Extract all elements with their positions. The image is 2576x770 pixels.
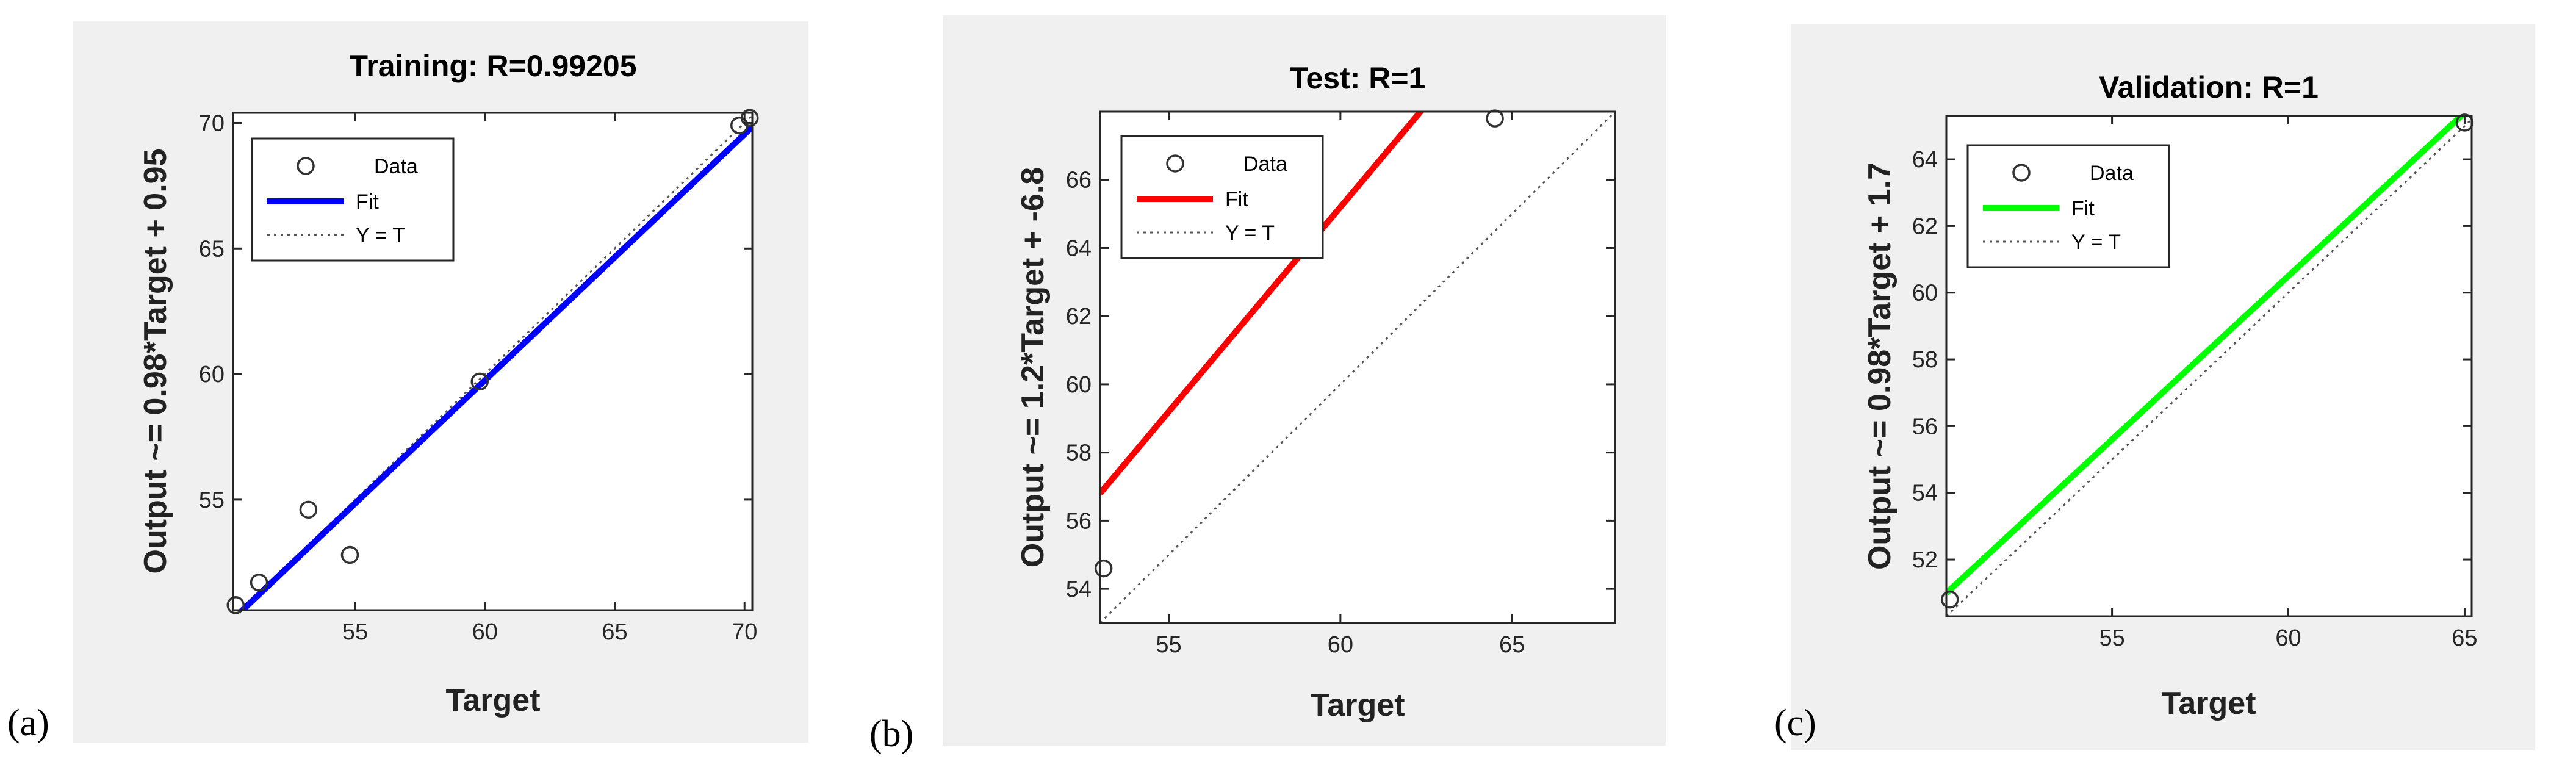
x-tick-label: 55	[342, 619, 368, 645]
test-chart: 55 60 65 54 56 58 60 62 64 66 Test: R=1 Target Outpu…	[1015, 61, 1616, 723]
x-tick-label: 65	[1499, 632, 1525, 658]
panel-label-a: (a)	[7, 702, 49, 744]
x-tick-label: 60	[2275, 625, 2301, 651]
y-tick-label: 58	[1066, 441, 1092, 466]
y-tick-label: 60	[1066, 372, 1092, 398]
legend: Data Fit Y = T	[251, 137, 455, 262]
fit-line	[238, 124, 752, 610]
legend-yt-label: Y = T	[1225, 221, 1275, 245]
training-chart: 55 60 65 70 55 60 65 70 Training: R=0.99205 Targe…	[138, 49, 759, 718]
legend-yt-label: Y = T	[356, 224, 405, 247]
y-tick-label: 62	[1912, 214, 1938, 239]
y-tick-label: 65	[199, 236, 225, 262]
data-point	[1941, 590, 1959, 609]
y-tick-label: 52	[1912, 547, 1938, 573]
legend: Data Fit Y = T	[1120, 135, 1324, 259]
data-point	[1094, 559, 1113, 578]
y-tick-label: 66	[1066, 168, 1092, 193]
chart-title: Validation: R=1	[2099, 70, 2319, 104]
x-tick-label: 60	[1328, 632, 1353, 658]
x-tick-label: 65	[2452, 625, 2477, 651]
plot-layer	[1100, 112, 1615, 623]
x-tick-label: 70	[732, 619, 757, 645]
x-tick-label: 55	[1156, 632, 1181, 658]
legend-data-label: Data	[374, 155, 418, 178]
fit-line	[1100, 112, 1425, 495]
axes-box	[232, 112, 754, 611]
data-point	[470, 372, 489, 391]
legend-data-marker	[297, 157, 315, 175]
chart-title: Training: R=0.99205	[349, 49, 636, 83]
axes-box	[1945, 115, 2473, 617]
legend-data-label: Data	[2090, 162, 2134, 185]
validation-chart: 55 60 65 52 54 56 58 60 62 64 Validation: R=1 Targe…	[1862, 70, 2478, 721]
data-point	[1486, 109, 1504, 128]
test-panel: 55 60 65 54 56 58 60 62 64 66 Test: R=1 Target Outpu…	[943, 15, 1666, 746]
x-tick-label: 65	[602, 619, 627, 645]
y-tick-label: 55	[199, 488, 225, 513]
plot-layer	[238, 115, 752, 610]
legend-data-marker	[2012, 164, 2031, 182]
y-tick-label: 58	[1912, 347, 1938, 373]
x-axis-label: Target	[445, 683, 540, 718]
legend-fit-label: Fit	[356, 190, 379, 214]
y-tick-label: 54	[1912, 481, 1938, 506]
identity-line	[1100, 112, 1615, 623]
y-axis-label: Output ~= 0.98*Target + 0.95	[138, 149, 173, 574]
y-tick-label: 64	[1066, 236, 1092, 261]
data-point	[299, 500, 318, 519]
y-tick-label: 62	[1066, 304, 1092, 329]
legend-fit-label: Fit	[2071, 197, 2095, 220]
y-tick-label: 64	[1912, 147, 1938, 173]
y-tick-label: 60	[199, 362, 225, 387]
x-tick-label: 60	[472, 619, 498, 645]
y-axis-label: Output ~= 0.98*Target + 1.7	[1862, 162, 1898, 570]
y-tick-label: 56	[1066, 508, 1092, 534]
training-panel: 55 60 65 70 55 60 65 70 Training: R=0.99205 Targe…	[73, 21, 808, 743]
x-axis-label: Target	[1310, 688, 1405, 723]
y-tick-label: 54	[1066, 577, 1092, 602]
legend-data-label: Data	[1243, 153, 1287, 176]
y-axis-label: Output ~= 1.2*Target + -6.8	[1015, 167, 1051, 567]
panel-label-b: (b)	[869, 713, 914, 755]
y-tick-label: 60	[1912, 281, 1938, 306]
data-point	[340, 545, 359, 564]
legend-yt-label: Y = T	[2071, 231, 2121, 254]
data-point	[250, 573, 268, 592]
data-point	[740, 109, 759, 127]
plot-layer	[1946, 116, 2472, 616]
y-tick-label: 70	[199, 110, 225, 136]
chart-title: Test: R=1	[1290, 61, 1426, 95]
legend-data-marker	[1166, 154, 1184, 173]
validation-panel: 55 60 65 52 54 56 58 60 62 64 Validation: R=1 Targe…	[1791, 24, 2535, 750]
data-point	[226, 596, 245, 614]
legend-fit-label: Fit	[1225, 188, 1248, 211]
panel-label-c: (c)	[1774, 702, 1816, 744]
fit-line	[1946, 116, 2466, 595]
y-tick-label: 56	[1912, 414, 1938, 439]
x-axis-label: Target	[2161, 686, 2256, 721]
axes-box	[1099, 110, 1616, 624]
x-tick-label: 55	[2099, 625, 2124, 651]
legend: Data Fit Y = T	[1966, 144, 2170, 268]
